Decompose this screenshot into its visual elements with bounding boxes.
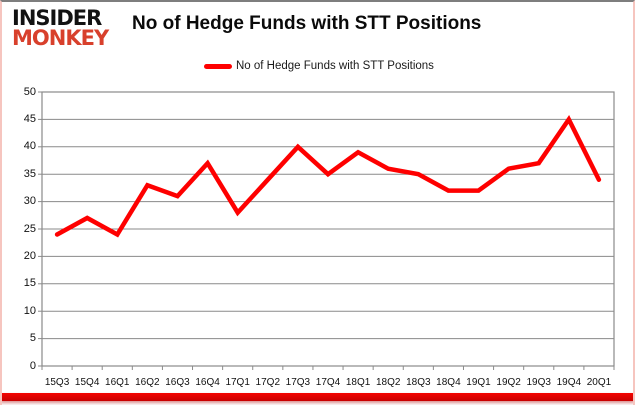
data-line-stt-positions	[54, 114, 602, 238]
logo-text-monkey: MONKEY	[12, 25, 109, 50]
logo-text-insider: INSIDER	[12, 6, 102, 30]
plot-border	[41, 91, 615, 367]
legend-line-swatch	[204, 63, 232, 69]
chart-legend: No of Hedge Funds with STT Positions	[204, 59, 434, 73]
insider-monkey-logo: INSIDER MONKEY	[12, 6, 109, 50]
legend-label: No of Hedge Funds with STT Positions	[236, 60, 434, 72]
chart-title: No of Hedge Funds with STT Positions	[132, 13, 482, 34]
bottom-red-bar	[2, 393, 633, 401]
